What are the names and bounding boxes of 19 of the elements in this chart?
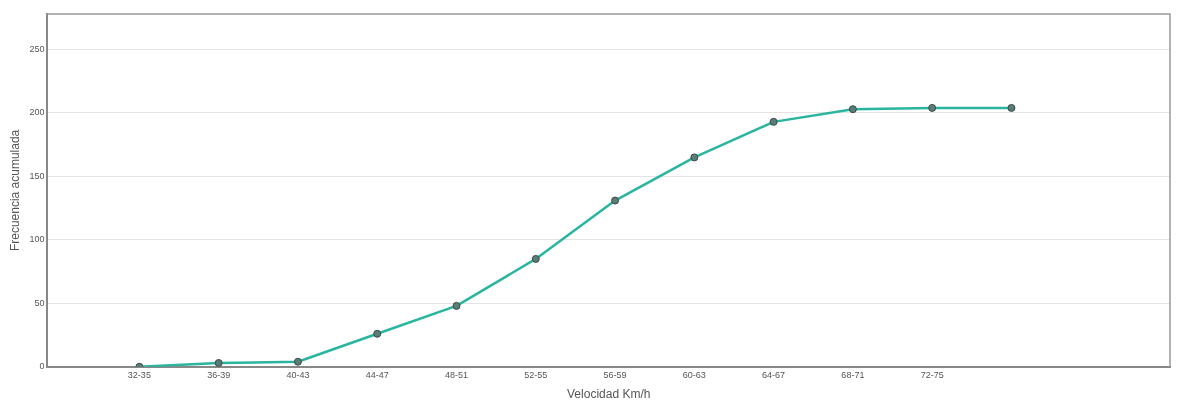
x-tick-label: 48-51	[444, 369, 469, 380]
y-tick-label: 100	[29, 234, 45, 245]
x-tick-label: 60-63	[682, 369, 706, 380]
x-tick-label: 56-59	[603, 369, 627, 380]
x-tick-label: 32-35	[127, 369, 151, 380]
y-tick-label: 200	[29, 107, 45, 118]
x-tick-label: 40-43	[286, 369, 310, 380]
y-axis-title: Frecuencia acumulada	[7, 129, 22, 252]
x-tick-label: 44-47	[365, 369, 389, 380]
x-tick-label: 68-71	[841, 369, 865, 380]
y-tick-label: 50	[34, 297, 45, 308]
x-tick-label: 36-39	[207, 369, 231, 380]
x-axis-title: Velocidad Km/h	[567, 387, 651, 402]
y-tick-label: 250	[29, 44, 45, 55]
x-tick-label: 52-55	[524, 369, 548, 380]
y-tick-label: 150	[29, 170, 45, 181]
x-tick-label: 64-67	[762, 369, 786, 380]
x-tick-label: 72-75	[920, 369, 944, 380]
y-tick-label: 0	[39, 361, 45, 372]
